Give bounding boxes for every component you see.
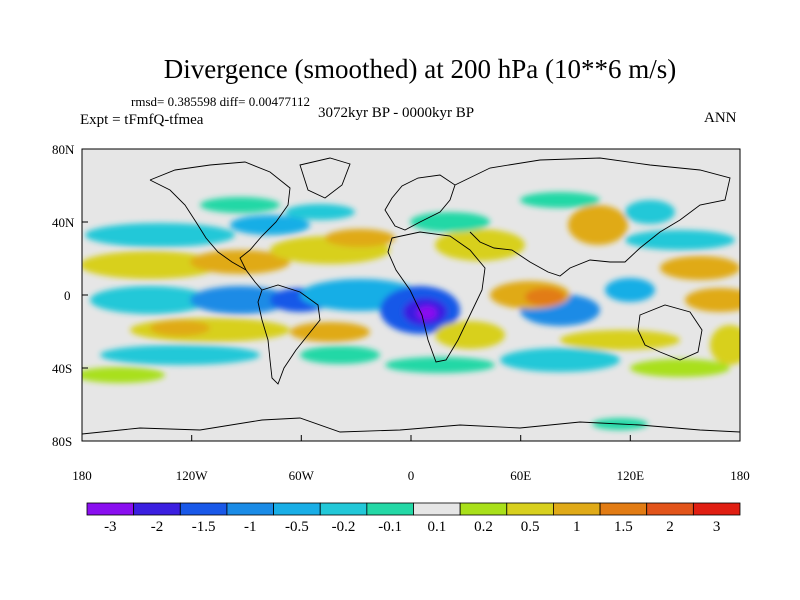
colorbar-swatch [273,502,321,516]
field-blob [200,197,280,213]
field-blob [90,286,210,314]
lon-label: 120W [175,468,208,483]
field-blob [520,192,600,208]
colorbar-label: -2 [150,519,164,535]
rmsd-diff-stats: rmsd= 0.385598 diff= 0.00477112 [131,94,310,109]
colorbar-swatch [319,502,368,516]
field-blob [560,330,680,350]
field-blob [325,229,395,247]
field-blob [190,286,290,314]
divergence-field [82,192,740,430]
field-blob [435,321,505,349]
colorbar-label: 0.1 [427,519,447,535]
field-blob [568,205,628,245]
coast-north-america [149,161,291,291]
field-blob [605,278,655,302]
lon-label: 180 [730,468,750,483]
field-blob [85,223,235,247]
lon-label: 180 [72,468,92,483]
field-blob [190,250,290,274]
coast-australia [637,304,703,361]
field-blob [417,306,437,320]
coast-south-america [257,284,321,385]
field-blob [290,322,370,342]
coast-asia [454,157,731,277]
colorbar-label: 2 [666,519,674,535]
lat-label: 40N [52,215,75,230]
colorbar-swatch [553,502,601,516]
coast-europe [384,174,456,231]
colorbar-swatch [366,502,414,516]
colorbar-label: 3 [712,519,721,535]
colorbar-label: -1 [244,519,257,535]
lat-label: 80N [52,142,75,157]
axis-ticks [81,148,741,442]
plot-title: Divergence (smoothed) at 200 hPa (10**6 … [163,54,677,84]
colorbar [86,502,741,516]
colorbar-swatch [692,502,741,516]
colorbar-swatch [86,502,135,516]
field-blob [150,320,210,336]
field-blob [685,288,740,312]
coastlines [82,157,740,435]
colorbar-swatch [226,502,274,516]
field-blob [300,346,380,364]
field-blob [385,357,495,373]
field-blob [525,288,565,306]
coast-greenland [299,157,351,199]
field-blob [435,229,525,261]
field-blob [82,367,165,383]
lon-label: 60W [288,468,314,483]
period-label: 3072kyr BP - 0000kyr BP [318,105,475,121]
field-blob [410,212,490,232]
lon-label: 0 [407,468,415,483]
colorbar-swatch [179,502,228,516]
season-label: ANN [704,110,737,126]
colorbar-label: 1 [573,519,581,535]
colorbar-swatch [133,502,181,516]
field-blob [500,348,620,372]
field-blob [82,251,220,279]
lon-label: 120E [616,468,645,483]
colorbar-swatch [459,502,508,516]
coast-africa [387,231,486,363]
colorbar-swatch [599,502,648,516]
field-blob [625,200,675,224]
colorbar-label: 0.2 [474,519,493,535]
colorbar-label: -0.1 [378,519,403,535]
field-blob [710,325,740,365]
field-blob [660,256,740,280]
lon-label: 60E [510,468,532,483]
colorbar-swatch [506,502,554,516]
field-blob [230,215,310,235]
colorbar-label: -3 [104,519,117,535]
experiment-label: Expt = tFmfQ-tfmea [80,112,204,128]
colorbar-label: -1.5 [191,519,216,535]
coast-antarctica [82,417,740,435]
field-blob [630,359,730,377]
field-blob [625,230,735,250]
colorbar-swatch [646,502,694,516]
lat-label: 0 [64,288,71,303]
colorbar-label: -0.5 [285,519,309,535]
lat-label: 80S [52,434,73,449]
colorbar-label: 0.5 [520,519,540,535]
colorbar-label: 1.5 [614,519,633,535]
field-blob [100,345,260,365]
coast-north-america-west [149,179,247,271]
lat-label: 40S [52,361,73,376]
field-blob [285,204,355,220]
colorbar-label: -0.2 [331,519,356,535]
colorbar-swatch [413,502,461,516]
